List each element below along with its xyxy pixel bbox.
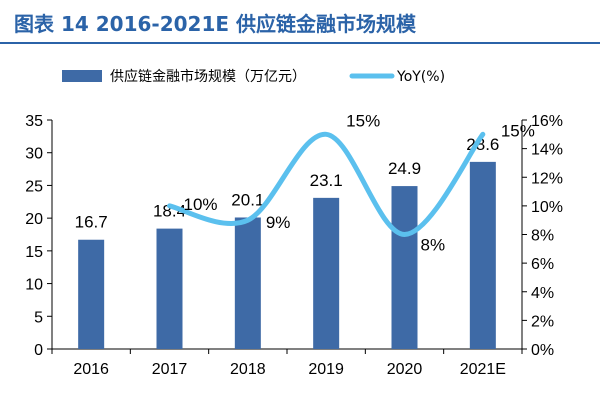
y-left-tick-label: 0 [34, 342, 43, 359]
y-left-tick-label: 15 [25, 244, 43, 261]
yoy-line [167, 131, 486, 237]
y-left-tick-label: 20 [25, 211, 43, 228]
bar [234, 217, 261, 349]
legend-label-line: YoY(%) [396, 69, 445, 85]
title-rule [0, 42, 600, 44]
x-tick-label: 2019 [308, 361, 344, 378]
x-tick-label: 2016 [73, 361, 109, 378]
bar-value-label: 20.1 [231, 190, 264, 209]
x-tick-label: 2017 [152, 361, 188, 378]
y-right-tick-label: 8% [531, 228, 554, 245]
y-left-tick-label: 30 [25, 146, 43, 163]
bar [78, 239, 105, 349]
x-tick-label: 2018 [230, 361, 266, 378]
bar-value-label: 23.1 [310, 171, 343, 190]
legend-swatch-bar [62, 70, 102, 82]
title-bar: 图表 14 2016-2021E 供应链金融市场规模 [0, 0, 600, 44]
y-right-tick-label: 6% [531, 256, 554, 273]
legend-label-bar: 供应链金融市场规模（万亿元） [110, 68, 306, 85]
y-left-tick-label: 10 [25, 277, 43, 294]
bar [156, 228, 183, 349]
chart-area: 供应链金融市场规模（万亿元） YoY(%) 0 5 10 15 20 25 30 35 0% 2% 4%… [25, 68, 563, 378]
bar-value-label: 16.7 [75, 213, 108, 232]
bar [391, 186, 418, 349]
yoy-value-label: 15% [501, 121, 535, 140]
y-right-tick-label: 4% [531, 285, 554, 302]
y-left-tick-label: 35 [25, 113, 43, 130]
yoy-value-label: 15% [346, 111, 380, 130]
x-tick-label: 2020 [387, 361, 423, 378]
y-right-tick-label: 10% [531, 199, 563, 216]
yoy-value-label: 10% [184, 195, 218, 214]
yoy-value-label: 9% [266, 213, 291, 232]
y-right-tick-label: 2% [531, 313, 554, 330]
yoy-value-label: 8% [421, 236, 446, 255]
chart-title: 图表 14 2016-2021E 供应链金融市场规模 [14, 12, 417, 36]
bar [313, 197, 340, 349]
y-left-tick-label: 25 [25, 178, 43, 195]
y-right-tick-label: 0% [531, 342, 554, 359]
bar [469, 161, 496, 349]
y-right-tick-label: 16% [531, 113, 563, 130]
bar-value-label: 24.9 [388, 159, 421, 178]
y-left-tick-label: 5 [34, 309, 43, 326]
y-right-tick-label: 12% [531, 170, 563, 187]
y-right-tick-label: 14% [531, 142, 563, 159]
x-tick-label: 2021E [460, 361, 506, 378]
